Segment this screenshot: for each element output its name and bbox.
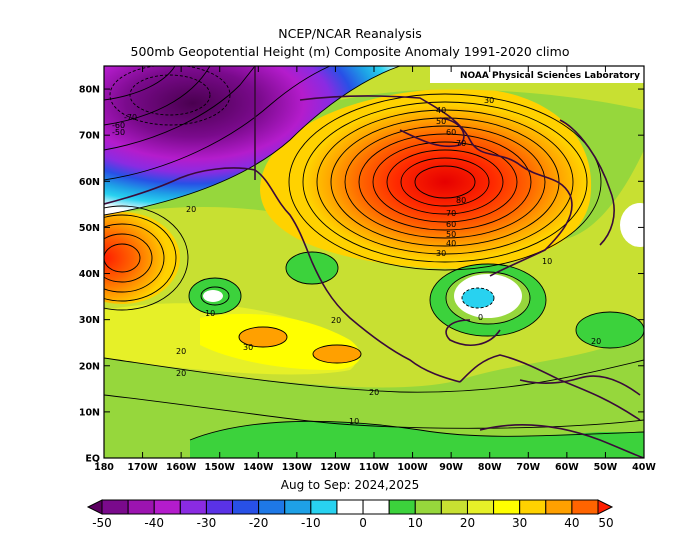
period-label: Aug to Sep: 2024,2025 bbox=[280, 478, 420, 492]
lat-tick-label: 50N bbox=[79, 223, 100, 234]
colorbar-bin bbox=[179, 499, 207, 515]
contour-label: 20 bbox=[176, 369, 186, 378]
colorbar-label: -40 bbox=[144, 516, 164, 530]
lon-tick-label: 90W bbox=[439, 462, 463, 473]
lon-tick-label: 170W bbox=[127, 462, 158, 473]
colorbar-bin bbox=[258, 499, 286, 515]
colorbar-label: -10 bbox=[301, 516, 321, 530]
lat-tick-label: 10N bbox=[79, 407, 100, 418]
colorbar-bin bbox=[571, 499, 599, 515]
colorbar-bin bbox=[232, 499, 260, 515]
colorbar-bin bbox=[127, 499, 155, 515]
contour-label: 20 bbox=[186, 205, 196, 214]
colorbar-label: -50 bbox=[92, 516, 112, 530]
title-line-1: NCEP/NCAR Reanalysis bbox=[278, 26, 422, 41]
colorbar-bin bbox=[545, 499, 573, 515]
contour-label: 20 bbox=[591, 337, 601, 346]
colorbar-bin bbox=[597, 499, 614, 515]
colorbar-label: 50 bbox=[598, 516, 613, 530]
colorbar-label: -20 bbox=[249, 516, 269, 530]
credit-label: NOAA Physical Sciences Laboratory bbox=[460, 71, 640, 81]
contour-label: 20 bbox=[176, 347, 186, 356]
colorbar-label: 0 bbox=[359, 516, 367, 530]
colorbar bbox=[86, 499, 614, 515]
lon-tick-label: 80W bbox=[478, 462, 502, 473]
colorbar-label: -30 bbox=[197, 516, 217, 530]
lat-tick-label: 60N bbox=[79, 177, 100, 188]
contour-label: 20 bbox=[331, 316, 341, 325]
contour-label: 60 bbox=[446, 220, 456, 229]
contour-label: 50 bbox=[446, 230, 456, 239]
contour-label: 10 bbox=[542, 257, 552, 266]
contour-label: 70 bbox=[456, 139, 466, 148]
contour-label: 40 bbox=[446, 239, 456, 248]
lat-tick-label: 70N bbox=[79, 131, 100, 142]
contour-label: -50 bbox=[112, 128, 125, 137]
colorbar-bin bbox=[362, 499, 390, 515]
colorbar-bin bbox=[284, 499, 312, 515]
contour-label: 20 bbox=[369, 388, 379, 397]
lat-tick-label: 30N bbox=[79, 315, 100, 326]
lon-tick-label: 60W bbox=[555, 462, 579, 473]
colorbar-label: 40 bbox=[564, 516, 579, 530]
lon-tick-label: 120W bbox=[320, 462, 351, 473]
colorbar-bin bbox=[205, 499, 234, 515]
contour-label: 50 bbox=[436, 117, 446, 126]
contour-label: -70 bbox=[124, 113, 137, 122]
lat-tick-label: 20N bbox=[79, 361, 100, 372]
lat-tick-label: EQ bbox=[85, 454, 100, 465]
lon-tick-label: 100W bbox=[397, 462, 428, 473]
lon-tick-label: 110W bbox=[359, 462, 390, 473]
colorbar-bin bbox=[493, 499, 521, 515]
colorbar-bin bbox=[310, 499, 338, 515]
contour-label: 0 bbox=[478, 313, 483, 322]
title-line-2: 500mb Geopotential Height (m) Composite … bbox=[130, 44, 570, 59]
colorbar-bin bbox=[86, 499, 103, 515]
lon-tick-label: 150W bbox=[205, 462, 236, 473]
contour-label: 30 bbox=[436, 249, 446, 258]
colorbar-bin bbox=[414, 499, 442, 515]
colorbar-label: 30 bbox=[512, 516, 527, 530]
lon-tick-label: 70W bbox=[516, 462, 540, 473]
colorbar-bin bbox=[440, 499, 468, 515]
lon-tick-label: 130W bbox=[282, 462, 313, 473]
lon-tick-label: 40W bbox=[632, 462, 656, 473]
lat-tick-label: 40N bbox=[79, 269, 100, 280]
lon-tick-label: 160W bbox=[166, 462, 197, 473]
lon-tick-label: 180 bbox=[94, 462, 114, 473]
contour-label: 80 bbox=[456, 196, 466, 205]
contour-label: 40 bbox=[436, 106, 446, 115]
contour-label: 70 bbox=[446, 209, 456, 218]
colorbar-bin bbox=[336, 499, 364, 515]
contour-label: 30 bbox=[484, 96, 494, 105]
contour-label: -60 bbox=[112, 121, 125, 130]
colorbar-bin bbox=[466, 499, 495, 515]
colorbar-bin bbox=[153, 499, 181, 515]
contour-label: 60 bbox=[446, 128, 456, 137]
lon-tick-label: 140W bbox=[243, 462, 274, 473]
contour-label: 10 bbox=[205, 309, 215, 318]
lon-tick-label: 50W bbox=[594, 462, 618, 473]
colorbar-bin bbox=[101, 499, 129, 515]
lat-tick-label: 80N bbox=[79, 85, 100, 96]
colorbar-bin bbox=[519, 499, 547, 515]
colorbar-label: 10 bbox=[408, 516, 423, 530]
colorbar-bin bbox=[388, 499, 416, 515]
contour-label: 30 bbox=[243, 343, 253, 352]
colorbar-label: 20 bbox=[460, 516, 475, 530]
contour-label: 10 bbox=[349, 417, 359, 426]
